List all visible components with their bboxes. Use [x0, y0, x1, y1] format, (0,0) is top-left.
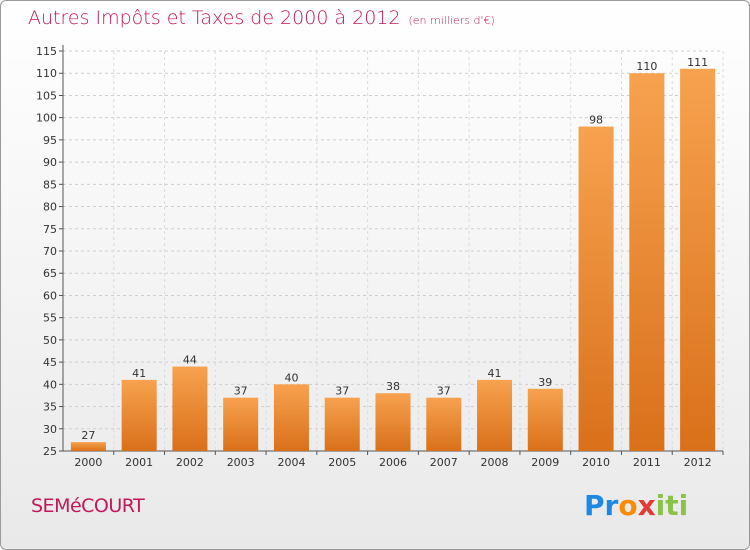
proxiti-logo: Proxiti: [584, 489, 688, 522]
y-tick-label: 95: [43, 134, 57, 147]
y-tick-label: 75: [43, 223, 57, 236]
x-tick-label: 2009: [531, 456, 559, 469]
y-tick-label: 60: [43, 289, 57, 302]
logo-letter: x: [637, 489, 656, 522]
y-tick-label: 65: [43, 267, 57, 280]
x-tick-label: 2001: [125, 456, 153, 469]
logo-letter: t: [665, 489, 679, 522]
bar: [527, 388, 563, 451]
y-tick-label: 25: [43, 445, 57, 458]
x-tick-label: 2005: [328, 456, 356, 469]
chart-unit: (en milliers d'€): [408, 14, 495, 27]
x-tick-label: 2003: [227, 456, 255, 469]
x-tick-label: 2010: [582, 456, 610, 469]
data-label: 37: [437, 385, 451, 398]
data-label: 39: [538, 376, 552, 389]
bar: [375, 393, 411, 451]
x-tick-label: 2004: [277, 456, 305, 469]
data-label: 41: [132, 367, 146, 380]
y-tick-label: 55: [43, 312, 57, 325]
data-label: 40: [284, 371, 298, 384]
x-tick-label: 2012: [684, 456, 712, 469]
data-label: 111: [687, 56, 708, 69]
y-tick-label: 40: [43, 378, 57, 391]
data-label: 98: [589, 114, 603, 127]
y-tick-label: 30: [43, 423, 57, 436]
chart-title-text: Autres Impôts et Taxes de 2000 à 2012: [28, 7, 401, 29]
data-label: 38: [386, 380, 400, 393]
data-label: 44: [183, 354, 197, 367]
x-tick-label: 2000: [74, 456, 102, 469]
data-label: 37: [335, 385, 349, 398]
bar: [223, 397, 259, 451]
y-tick-label: 50: [43, 334, 57, 347]
bar: [426, 397, 462, 451]
logo-letter: o: [618, 489, 638, 522]
bar: [629, 73, 665, 451]
bar: [121, 379, 157, 451]
x-tick-label: 2002: [176, 456, 204, 469]
data-label: 27: [81, 429, 95, 442]
y-tick-label: 110: [36, 67, 57, 80]
y-tick-label: 45: [43, 356, 57, 369]
y-tick-label: 80: [43, 201, 57, 214]
bar: [273, 384, 309, 451]
y-tick-label: 35: [43, 401, 57, 414]
logo-letter: r: [604, 489, 619, 522]
bar: [477, 379, 513, 451]
x-tick-label: 2007: [430, 456, 458, 469]
logo-letter: P: [584, 489, 605, 522]
y-tick-label: 100: [36, 112, 57, 125]
bar: [70, 442, 106, 451]
bar: [578, 126, 614, 452]
y-tick-label: 115: [36, 45, 57, 58]
y-tick-label: 105: [36, 89, 57, 102]
bar: [680, 68, 716, 452]
x-tick-label: 2008: [481, 456, 509, 469]
data-label: 110: [636, 60, 657, 73]
bar: [172, 366, 208, 451]
y-tick-label: 85: [43, 178, 57, 191]
bars: [70, 68, 716, 452]
data-labels: 27 41 44 37 40 37 38 37 41 39 98 110 111: [81, 56, 708, 442]
y-tick-label: 90: [43, 156, 57, 169]
logo-letter: i: [678, 489, 689, 522]
y-tick-label: 70: [43, 245, 57, 258]
chart-title: Autres Impôts et Taxes de 2000 à 2012 (en…: [28, 7, 495, 29]
logo-letter: i: [655, 489, 666, 522]
x-tick-label: 2011: [633, 456, 661, 469]
bar: [324, 397, 360, 451]
data-label: 41: [488, 367, 502, 380]
commune-name: SEMéCOURT: [31, 495, 145, 517]
data-label: 37: [234, 385, 248, 398]
x-tick-label: 2006: [379, 456, 407, 469]
